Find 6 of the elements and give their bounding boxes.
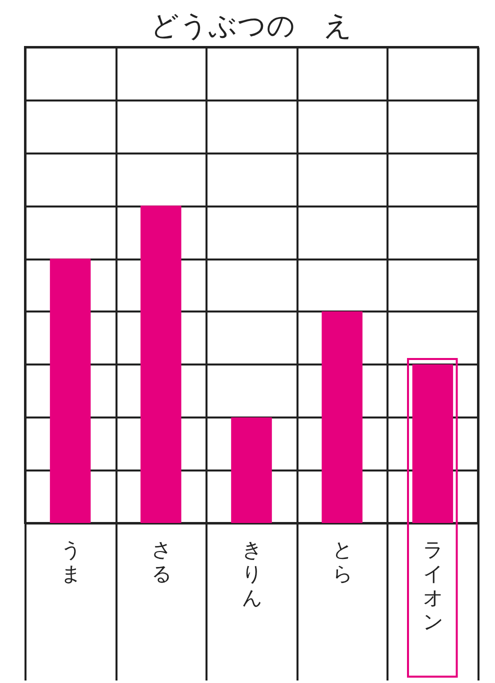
x-tick-label: さる	[151, 538, 172, 586]
x-tick-label: ライオン	[423, 538, 444, 634]
chart-title: どうぶつの え	[150, 9, 352, 42]
x-tick-label: とら	[332, 538, 353, 586]
x-tick-label: うま	[60, 538, 81, 586]
x-tick-label: きりん	[242, 538, 262, 610]
